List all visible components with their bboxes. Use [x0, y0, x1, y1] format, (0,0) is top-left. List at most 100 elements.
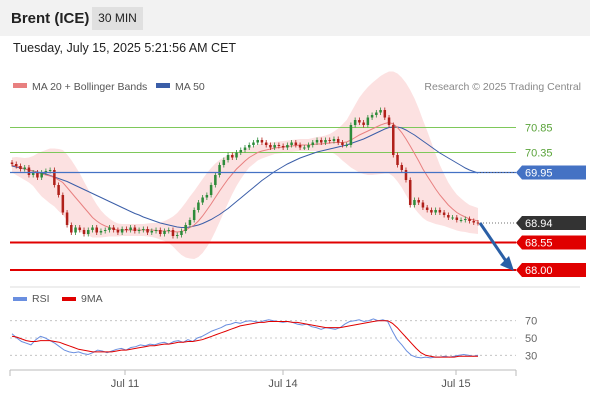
level-tag-68.94: [516, 216, 586, 230]
candle-body: [226, 155, 230, 160]
candle-body: [137, 230, 141, 231]
candle-body: [286, 145, 289, 148]
candle-body: [36, 172, 39, 178]
candle-body: [142, 229, 145, 230]
candle-body: [31, 172, 35, 175]
candle-body: [133, 227, 137, 231]
candle-body: [44, 171, 48, 173]
chart-header: Brent (ICE) 30 MIN: [0, 0, 590, 36]
candle-body: [281, 146, 285, 148]
candle-body: [175, 235, 179, 236]
rsi-tick-30: 30: [525, 350, 537, 362]
ma20-legend-label: MA 20 + Bollinger Bands: [32, 81, 147, 93]
candle-body: [74, 227, 77, 233]
projection-arrow-shaft: [478, 222, 510, 265]
candle-body: [99, 231, 103, 233]
candle-body: [256, 140, 259, 143]
candle-body: [61, 195, 65, 213]
ma50-line: [11, 126, 479, 228]
candle-body: [396, 155, 399, 165]
candle-body: [341, 142, 344, 145]
candle-body: [307, 145, 310, 148]
main-legend: MA 20 + Bollinger Bands MA 50 Research ©…: [13, 81, 581, 93]
candle-body: [112, 227, 115, 230]
candle-body: [408, 180, 412, 205]
x-tick-label: Jul 11: [111, 378, 140, 390]
candle-body: [218, 165, 221, 175]
candle-body: [82, 230, 86, 234]
candle-body: [455, 217, 459, 220]
candle-body: [324, 140, 327, 143]
candle-body: [328, 140, 331, 141]
candle-body: [349, 125, 353, 145]
candle-body: [387, 117, 391, 125]
candle-body: [171, 230, 175, 236]
candle-body: [447, 215, 450, 218]
level-label-69.95: 69.95: [525, 168, 553, 180]
candle-body: [442, 212, 446, 215]
candle-body: [332, 139, 336, 141]
candle-body: [252, 142, 255, 145]
level-tag-68.00: [516, 263, 586, 277]
candle-body: [57, 185, 60, 195]
candle-body: [188, 220, 192, 225]
candle-body: [345, 145, 348, 146]
candle-body: [78, 227, 82, 230]
x-axis: Jul 11 Jul 14 Jul 15: [111, 370, 471, 390]
candle-body: [184, 225, 187, 231]
candle-body: [205, 195, 209, 198]
candle-body: [315, 140, 319, 143]
candle-body: [108, 227, 111, 230]
ma20-legend-swatch: [13, 83, 27, 88]
candle-body: [146, 229, 149, 233]
ma20-line: [11, 121, 479, 233]
candle-body: [95, 227, 98, 233]
candle-body: [336, 139, 340, 143]
x-tick-label: Jul 15: [441, 378, 470, 390]
candle-body: [125, 229, 128, 230]
rsi-ma-legend-swatch: [62, 297, 76, 301]
rsi-legend: RSI 9MA: [13, 293, 103, 305]
candle-body: [379, 110, 382, 113]
candle-body: [459, 220, 463, 221]
rsi-legend-label: RSI: [32, 293, 50, 305]
candle-body: [19, 166, 22, 169]
candle-body: [421, 202, 425, 208]
candle-body: [103, 230, 107, 231]
candle-body: [65, 212, 69, 225]
candle-body: [438, 210, 442, 213]
candle-body: [27, 167, 31, 175]
level-label-68.94: 68.94: [525, 218, 553, 230]
candle-body: [260, 140, 264, 143]
candle-body: [353, 120, 357, 125]
candle-body: [404, 170, 408, 180]
candle-body: [383, 110, 387, 118]
level-tag-69.95: [516, 165, 586, 180]
timeframe-badge[interactable]: 30 MIN: [92, 7, 143, 30]
candle-body: [239, 150, 243, 153]
candle-body: [48, 170, 52, 171]
candle-body: [425, 207, 429, 210]
candle-body: [311, 142, 315, 145]
candle-body: [269, 145, 272, 148]
timestamp: Tuesday, July 15, 2025 5:21:56 AM CET: [13, 41, 237, 55]
candle-body: [235, 152, 238, 158]
level-label-68.00: 68.00: [525, 265, 553, 277]
instrument-title: Brent (ICE): [11, 10, 90, 27]
candle-body: [150, 231, 154, 233]
candle-body: [180, 231, 183, 235]
candle-body: [23, 167, 26, 169]
candle-body: [370, 115, 374, 118]
candle-body: [86, 230, 90, 234]
candle-body: [91, 227, 94, 230]
candle-body: [366, 117, 370, 125]
candle-body: [430, 210, 433, 213]
bollinger-band-area: [12, 71, 478, 259]
candle-body: [14, 164, 18, 166]
candle-body: [472, 221, 476, 223]
level-label-70.85: 70.85: [525, 123, 553, 135]
ma50-legend-label: MA 50: [175, 81, 205, 93]
candle-body: [201, 197, 204, 203]
